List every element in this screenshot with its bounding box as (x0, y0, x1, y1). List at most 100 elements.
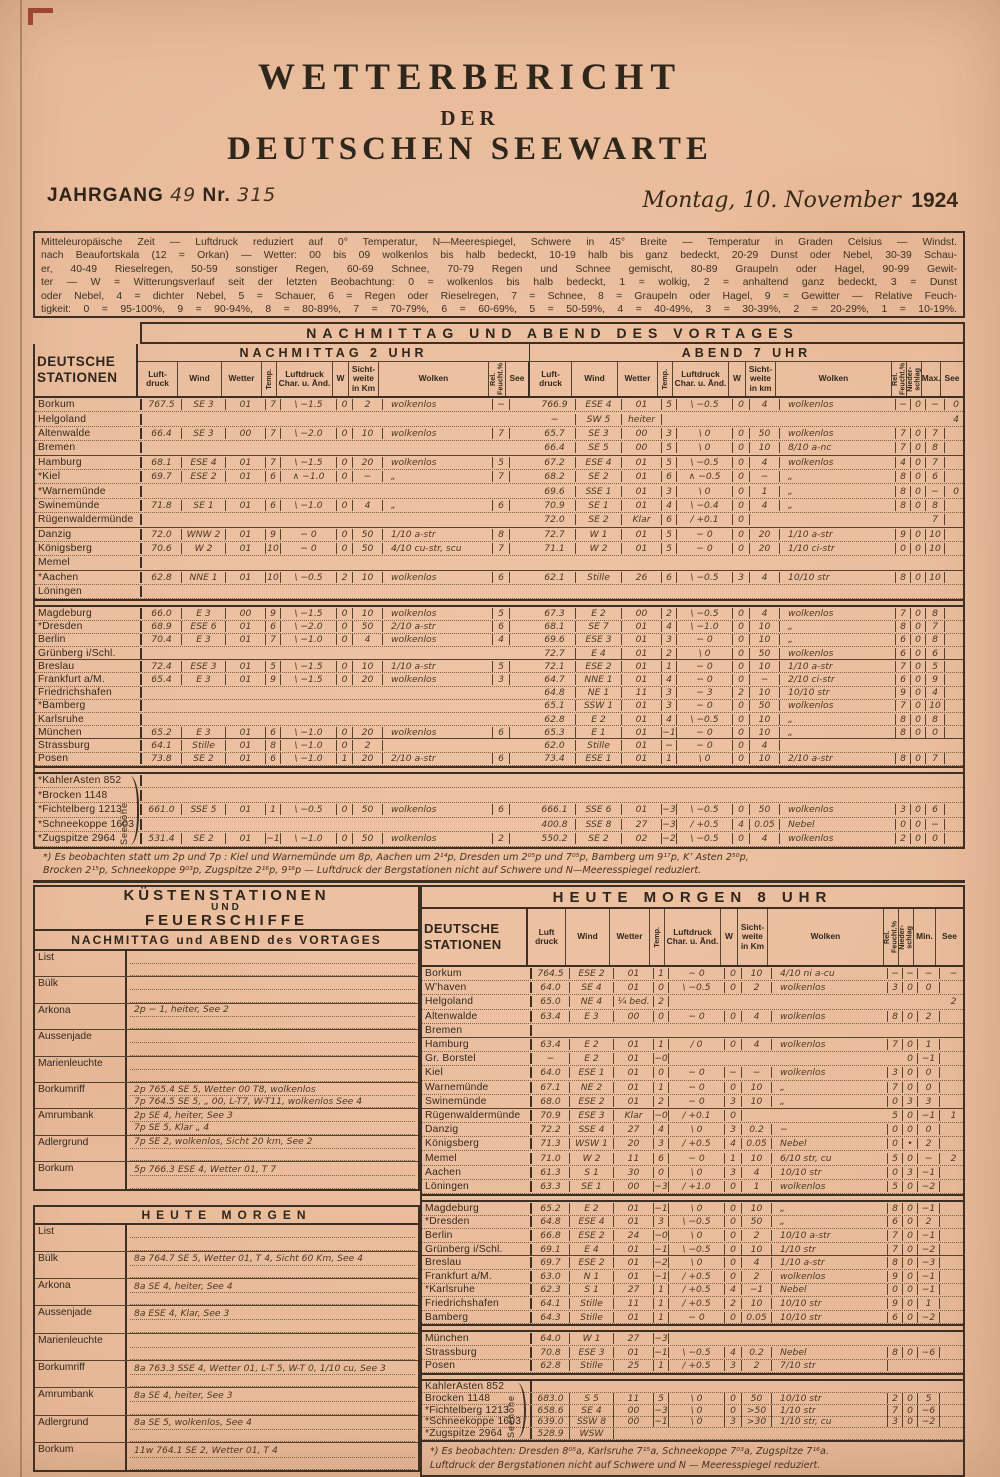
table-cell: 2 (742, 1270, 772, 1282)
table-row: *Schneekoppe 1603 639.0 SSW 8 00 −1 \ 0 3 >30 1/… (422, 1416, 963, 1429)
entry-cell: 8a SE 5, wolkenlos, See 4 (127, 1416, 418, 1442)
table-row: Löningen (35, 585, 963, 600)
table-cell: / +0.5 (669, 1270, 725, 1282)
table-cell: 1 (742, 1180, 772, 1192)
table-cell: 0 (903, 1039, 918, 1051)
table-cell: \ 0 (669, 1202, 725, 1214)
station-name: Bremen (422, 1024, 532, 1036)
table-cell: 20 (353, 726, 383, 738)
entry-line (130, 1266, 415, 1279)
column-header: Max. (922, 362, 941, 396)
table-cell: 0 (733, 427, 750, 439)
table-cell: 0 (337, 833, 353, 845)
table-cell: SSW 8 (570, 1416, 614, 1428)
table-cell: 10 (926, 571, 945, 583)
table-cell: 00 (614, 1404, 654, 1416)
table-cell: 0.05 (742, 1311, 772, 1323)
table-cell: 2 (353, 739, 383, 751)
date-script: Montag, 10. November (642, 188, 901, 213)
table-cell: 0 (911, 753, 926, 765)
table-cell: 2 (337, 571, 353, 583)
table-cell: −1 (918, 1166, 940, 1178)
table-cell: 01 (614, 1270, 654, 1282)
table-cell: 0.05 (750, 818, 780, 830)
table-cell: − (918, 1152, 940, 1164)
column-header-label: Wetter (616, 931, 643, 942)
table-row: Löningen 63.3 SE 1 00 −3/ +1.0 0 1 wolkenlos 5 0−… (422, 1180, 963, 1194)
table-cell: „ (772, 1216, 888, 1228)
column-header: See (936, 909, 963, 965)
station-name: Danzig (422, 1124, 532, 1136)
table-cell: ∼ 0 (669, 968, 725, 980)
table-cell: −3 (654, 1180, 669, 1192)
table-cell: 4 (750, 399, 780, 411)
table-cell: 8 (896, 621, 911, 633)
table-cell: 3 (888, 982, 903, 994)
table-cell: 64.1 (142, 739, 182, 751)
table-cell: 4 (742, 1257, 772, 1269)
table-cell: 01 (622, 399, 662, 411)
column-header-label: See (944, 373, 960, 384)
table-cell: 61.3 (532, 1166, 570, 1178)
table-row: Hamburg 63.4 E 2 01 1/ 0 0 4 wolkenlos 7 0 1 (422, 1038, 963, 1053)
column-header-label: Temp. (660, 368, 670, 390)
table-cell: 6 (888, 1216, 903, 1228)
table-cell: 7 (926, 753, 945, 765)
column-header-label: Temp. (652, 926, 662, 948)
table-cell: 4 (353, 634, 383, 646)
table-cell: 0 (918, 982, 940, 994)
table-cell: 2 (742, 1360, 772, 1372)
table-cell: 00 (614, 1416, 654, 1428)
table-cell: 0 (903, 1202, 918, 1214)
entry-cell (127, 977, 418, 1003)
legend-line: tigkeit: 0 = 95-100%, 9 = 90-94%, 8 = 80… (41, 304, 957, 316)
station-name: Hamburg (35, 456, 142, 468)
column-header: W (729, 362, 746, 396)
entry-line (130, 1375, 415, 1388)
table-cell: 0 (911, 543, 926, 555)
table-cell: 20 (353, 674, 383, 685)
table-cell: 2 (742, 1229, 772, 1241)
table-cell: wolkenlos (780, 427, 896, 439)
coastal-title-line: KÜSTENSTATIONEN (123, 887, 330, 904)
table-cell: / +0.5 (669, 1284, 725, 1296)
table-row: Brocken 1148 683.0 S 5 11 5 \ 0 0 50 10/10 str 2 0… (422, 1392, 963, 1405)
table-cell: 0 (733, 713, 750, 725)
table-cell: 69.6 (534, 485, 576, 497)
table-cell: 8 (896, 726, 911, 738)
column-header: Temp. (262, 362, 277, 396)
station-name: Breslau (35, 660, 142, 672)
entry-line (130, 1293, 415, 1306)
column-header: Rel. Feucht.% (890, 362, 907, 396)
table-cell: W 1 (570, 1333, 614, 1345)
column-header-label: See (509, 373, 525, 384)
table-cell: SSE 8 (576, 818, 622, 830)
table-cell: „ (780, 471, 896, 483)
station-name: Berlin (422, 1229, 532, 1241)
table-cell: NNE 1 (182, 571, 226, 583)
entry-cell: 8a 763.3 SSE 4, Wetter 01, L-T 5, W-T 0,… (127, 1361, 418, 1388)
station-name: W’haven (422, 982, 532, 994)
table-row: Altenwalde 63.4 E 3 00 0− 0 0 4 wolkenlos 8 0 2 (422, 1010, 963, 1024)
station-name: Borkumriff (35, 1082, 127, 1109)
table-cell: 1 (950, 1109, 957, 1121)
table-cell: − (949, 968, 958, 980)
table-cell: 0 (926, 833, 945, 845)
table-cell: 6 (662, 571, 677, 583)
table-cell: 5 (662, 442, 677, 454)
table-cell: \ −0.5 (281, 804, 337, 816)
table-row: Borkum 767.5 SE 3 01 7 \ −1.5 0 2 wolkenlos −766.… (35, 398, 963, 413)
table-cell: 66.4 (534, 442, 576, 454)
table-cell: \ −0.5 (677, 833, 733, 845)
table-cell: 0 (733, 739, 750, 751)
table-row: Helgoland − SW 5 heiter 4 (35, 412, 963, 427)
table-cell: 10 (742, 1095, 772, 1107)
table-cell: 0 (903, 1297, 918, 1309)
column-header-label: Sicht- weite in Km (740, 921, 765, 951)
table-row: Borkumriff 2p 765.4 SE 5, Wetter 00 T8, w… (35, 1082, 418, 1110)
table-cell: 65.7 (534, 427, 576, 439)
station-name: Karlsruhe (35, 713, 142, 725)
table-cell: 64.3 (532, 1311, 570, 1323)
table-cell: 6 (662, 514, 677, 526)
main-table-body: Borkum 767.5 SE 3 01 7 \ −1.5 0 2 wolkenlos −766.… (33, 398, 965, 849)
